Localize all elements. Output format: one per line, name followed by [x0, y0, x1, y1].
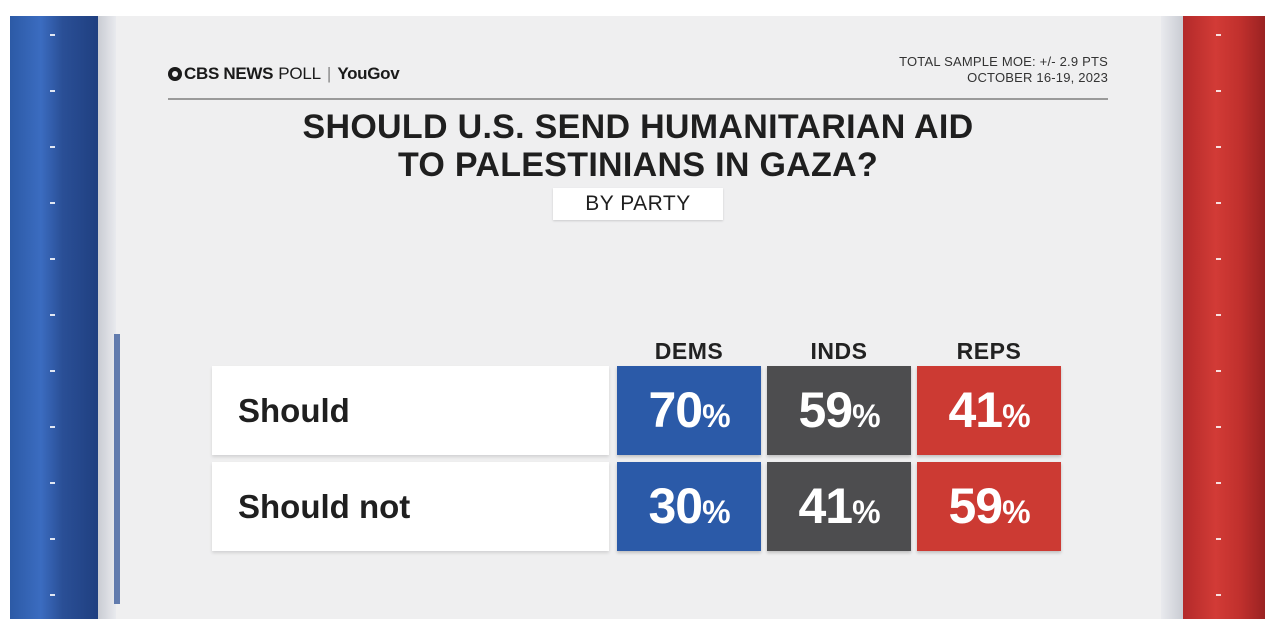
row-label-box: Should	[212, 366, 609, 455]
column-header-dems: DEMS	[654, 338, 724, 364]
stripe-tick	[1216, 594, 1221, 596]
column-header-inds: INDS	[810, 338, 868, 364]
moe-text: TOTAL SAMPLE MOE: +/- 2.9 PTS	[899, 54, 1108, 69]
header: CBS NEWS POLL | YouGov TOTAL SAMPLE MOE:…	[168, 52, 1108, 100]
right-stripe-edge	[1161, 16, 1183, 619]
percent-sign: %	[1002, 398, 1030, 434]
stripe-tick	[50, 482, 55, 484]
logo-separator: |	[326, 64, 332, 83]
poll-logo: CBS NEWS POLL | YouGov	[168, 64, 400, 84]
row-label-box: Should not	[212, 462, 609, 551]
poll-graphic: CBS NEWS POLL | YouGov TOTAL SAMPLE MOE:…	[10, 16, 1265, 619]
brand-name: CBS NEWS	[184, 64, 274, 83]
stripe-tick	[1216, 90, 1221, 92]
blue-side-stripe	[10, 16, 120, 619]
value-number: 70	[648, 382, 703, 438]
stripe-tick	[50, 146, 55, 148]
title-line-1: SHOULD U.S. SEND HUMANITARIAN AID	[302, 108, 974, 146]
stripe-tick	[50, 258, 55, 260]
percent-sign: %	[852, 398, 880, 434]
chart-subtitle: BY PARTY	[553, 188, 723, 220]
percent-sign: %	[702, 494, 730, 530]
stripe-tick	[50, 34, 55, 36]
value-cell-inds: 41%	[767, 462, 911, 551]
value-number: 41	[948, 382, 1003, 438]
cbs-eye-icon	[168, 67, 182, 81]
percent-sign: %	[1002, 494, 1030, 530]
stripe-tick	[1216, 314, 1221, 316]
partner-name: YouGov	[337, 64, 400, 83]
red-side-stripe	[1161, 16, 1265, 619]
percent-sign: %	[852, 494, 880, 530]
value-number: 30	[648, 478, 703, 534]
value-number: 41	[798, 478, 853, 534]
stripe-tick	[1216, 146, 1221, 148]
chart-title: SHOULD U.S. SEND HUMANITARIAN AID TO PAL…	[168, 108, 1108, 184]
value-cell-dems: 70%	[617, 366, 761, 455]
title-line-2: TO PALESTINIANS IN GAZA?	[397, 146, 879, 184]
value-cell-reps: 59%	[917, 462, 1061, 551]
row-label: Should	[238, 392, 350, 429]
stripe-tick	[50, 314, 55, 316]
stripe-tick	[1216, 34, 1221, 36]
stripe-tick	[50, 202, 55, 204]
stripe-tick	[1216, 258, 1221, 260]
value-cell-dems: 30%	[617, 462, 761, 551]
left-inner-bar	[114, 334, 120, 604]
stripe-tick	[1216, 482, 1221, 484]
stripe-tick	[50, 90, 55, 92]
value-number: 59	[798, 382, 853, 438]
stripe-tick	[50, 370, 55, 372]
column-header-reps: REPS	[956, 338, 1022, 364]
value-cell-inds: 59%	[767, 366, 911, 455]
row-label: Should not	[238, 488, 411, 525]
moe-info: TOTAL SAMPLE MOE: +/- 2.9 PTS OCTOBER 16…	[899, 54, 1108, 86]
percent-sign: %	[702, 398, 730, 434]
stripe-tick	[50, 426, 55, 428]
stripe-tick	[1216, 202, 1221, 204]
poll-label: POLL	[278, 64, 321, 83]
stripe-tick	[50, 538, 55, 540]
left-stripe-edge	[98, 16, 116, 619]
poll-dates: OCTOBER 16-19, 2023	[967, 70, 1108, 85]
stripe-tick	[1216, 538, 1221, 540]
stripe-tick	[1216, 370, 1221, 372]
value-number: 59	[948, 478, 1003, 534]
stripe-tick	[1216, 426, 1221, 428]
value-cell-reps: 41%	[917, 366, 1061, 455]
stripe-tick	[50, 594, 55, 596]
